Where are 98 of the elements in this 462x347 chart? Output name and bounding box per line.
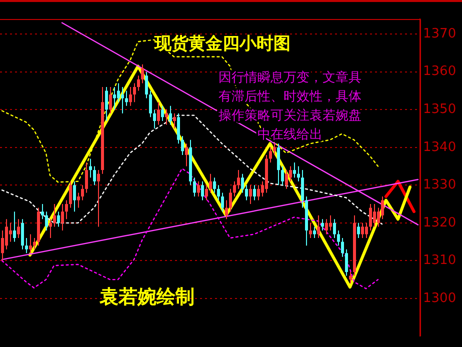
candlestick [13,211,16,242]
candlestick [313,226,316,239]
candlestick [149,90,152,118]
candlestick [137,75,140,92]
candlestick [141,64,144,84]
candlestick [325,218,328,235]
candlestick [345,248,348,276]
candlestick [57,211,60,228]
candlestick [69,180,72,208]
y-tick-label: 1320 [423,215,456,230]
annotation: 袁若婉绘制 [98,286,194,308]
y-tick-label: 1330 [423,178,456,193]
candlestick [9,222,12,242]
candlestick [293,162,296,178]
candlestick [97,170,100,228]
candlestick [121,86,124,114]
candlestick [369,204,372,231]
candlestick [153,109,156,130]
candlestick [129,86,132,106]
y-tick-label: 1300 [423,290,456,306]
candlestick [249,184,252,205]
candlestick [33,238,36,250]
candlestick [5,218,8,250]
candlestick [17,218,20,239]
candlestick [61,204,64,231]
candlestick [253,184,256,201]
candlestick [245,184,248,201]
candlestick [85,162,88,194]
candlestick [225,200,228,220]
candlestick [241,173,244,194]
candlestick [145,71,148,99]
candlestick [381,196,384,220]
y-tick-label: 1370 [423,26,456,42]
candlestick [181,136,184,156]
candlestick [281,166,284,186]
candlestick [205,184,208,201]
candlestick [21,218,24,250]
candlestick [53,204,56,228]
candlestick [277,143,280,186]
candlestick [373,204,376,228]
candlestick [25,238,28,254]
candlestick [93,166,96,186]
y-tick-label: 1310 [423,253,456,268]
candlestick [357,222,360,239]
candlestick [213,177,216,194]
candlestick [73,180,76,212]
candlestick [309,222,312,239]
candlestick [257,184,260,201]
candlestick [89,158,92,178]
candlestick [209,173,212,194]
candlestick [161,105,164,122]
candlestick [169,105,172,126]
candlestick [1,230,4,262]
candlestick [229,188,232,212]
candlestick [173,112,176,130]
y-tick-label: 1360 [423,64,456,80]
candlestick [49,218,52,239]
candlestick [337,230,340,246]
candlestick [341,238,344,258]
candlestick [285,170,288,190]
y-tick-label: 1340 [423,140,456,155]
candlestick [125,90,128,106]
candlestick [297,166,300,182]
candlestick [233,180,236,197]
candlestick [117,82,120,103]
candlestick [237,170,240,190]
candlestick [269,146,272,163]
candlestick [301,170,304,208]
y-tick-label: 1350 [423,102,456,118]
candlestick [185,143,188,167]
candlestick [329,214,332,231]
candlestick [365,222,368,239]
candlestick [273,143,276,156]
candlestick [361,222,364,239]
candlestick [81,184,84,201]
candlestick [133,82,136,103]
candlestick [201,180,204,201]
candlestick [221,192,224,212]
candlestick [321,218,324,231]
candlestick [77,192,80,208]
candlestick [333,218,336,239]
candlestick [349,272,352,284]
candlestick [317,214,320,239]
candlestick [193,177,196,197]
candlestick [45,211,48,231]
candlestick [165,109,168,126]
text: 现货黄金四小时图 [154,34,291,54]
candlestick [29,234,32,254]
candlestick [113,86,116,110]
candlestick [217,184,220,201]
candlestick [197,180,200,197]
candlestick [289,166,292,182]
candlestick [157,102,160,126]
candlestick [109,86,112,114]
candlestick [65,200,68,220]
candlestick [177,112,180,144]
candlestick [105,86,108,122]
candlestick [41,204,44,220]
